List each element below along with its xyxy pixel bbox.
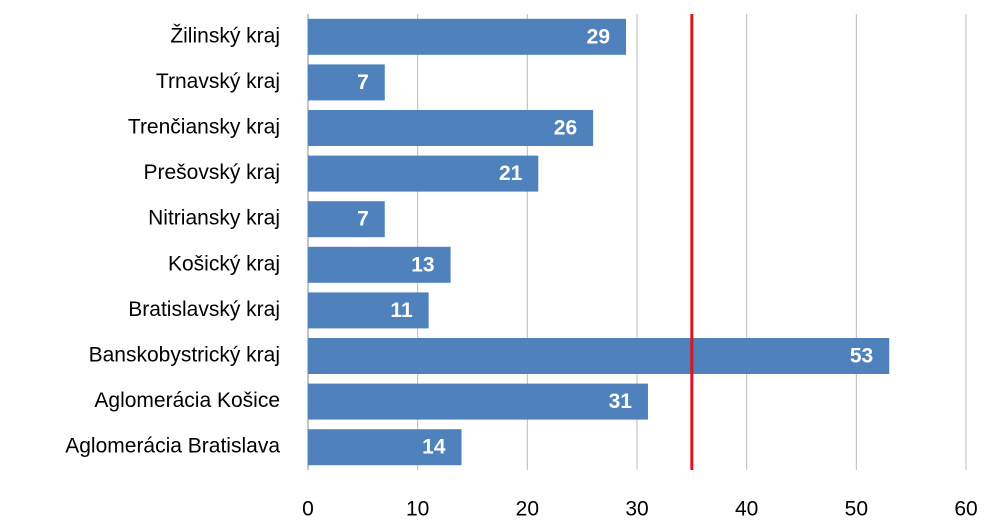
bar — [308, 292, 429, 329]
bar — [308, 429, 462, 466]
y-tick-label: Bratislavský kraj — [128, 298, 280, 321]
value-label: 21 — [499, 162, 523, 185]
bar — [308, 201, 385, 238]
value-label: 13 — [411, 253, 434, 276]
bar — [308, 246, 451, 283]
y-tick-label: Žilinský kraj — [170, 24, 280, 47]
value-label: 7 — [357, 71, 369, 94]
y-tick-label: Košický kraj — [168, 252, 280, 275]
value-label: 31 — [609, 390, 633, 413]
y-tick-label: Aglomerácia Bratislava — [65, 435, 280, 458]
x-tick-label: 0 — [302, 498, 314, 521]
x-tick-label: 40 — [735, 498, 758, 521]
y-tick-label: Aglomerácia Košice — [94, 389, 280, 412]
value-label: 29 — [587, 25, 610, 48]
x-tick-label: 10 — [406, 498, 429, 521]
x-tick-label: 20 — [516, 498, 539, 521]
value-label: 26 — [554, 117, 577, 140]
x-tick-label: 50 — [845, 498, 868, 521]
bar — [308, 338, 890, 374]
y-tick-label: Nitriansky kraj — [148, 207, 280, 230]
x-tick-label: 30 — [625, 498, 648, 521]
y-tick-label: Trnavský kraj — [156, 70, 280, 93]
x-tick-label: 60 — [954, 498, 977, 521]
bar — [308, 18, 627, 55]
value-label: 53 — [850, 345, 873, 368]
value-label: 14 — [422, 436, 446, 459]
value-label: 7 — [357, 208, 369, 231]
y-tick-label: Prešovský kraj — [143, 161, 280, 184]
value-label: 11 — [390, 299, 413, 322]
bar — [308, 383, 648, 420]
bar — [308, 155, 539, 192]
y-tick-label: Banskobystrický kraj — [89, 344, 280, 367]
bar — [308, 64, 385, 101]
y-tick-label: Trenčiansky kraj — [128, 116, 280, 139]
bar — [308, 110, 594, 146]
